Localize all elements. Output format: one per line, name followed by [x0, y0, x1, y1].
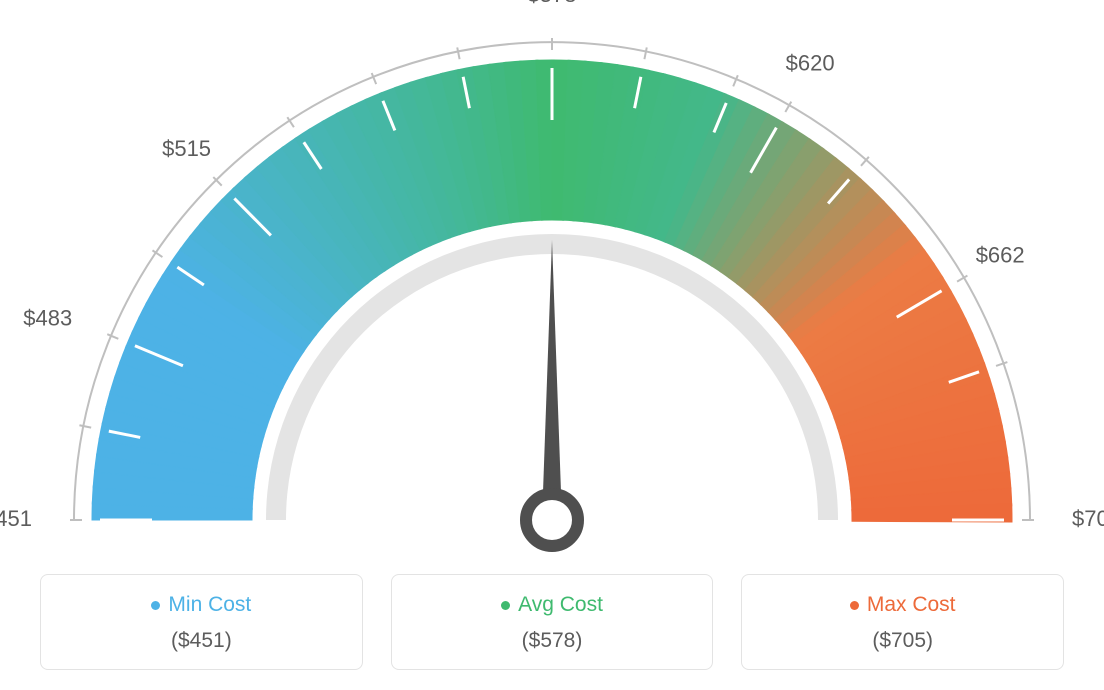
- outer-notch: [644, 47, 646, 59]
- legend-value: ($578): [402, 629, 703, 653]
- tick-label: $705: [1072, 506, 1104, 531]
- tick-label: $578: [528, 0, 577, 7]
- legend-value: ($451): [51, 629, 352, 653]
- legend-dot: [151, 601, 160, 610]
- outer-notch: [79, 425, 91, 427]
- legend-title-row: Avg Cost: [402, 593, 703, 617]
- gauge-hub: [526, 494, 578, 546]
- legend-label: Avg Cost: [518, 593, 603, 617]
- legend-card: Max Cost ($705): [741, 574, 1064, 670]
- legend-title-row: Max Cost: [752, 593, 1053, 617]
- legend-value: ($705): [752, 629, 1053, 653]
- gauge-svg: $451 $483 $515 $578 $620 $662 $705: [0, 0, 1104, 570]
- legend-card: Avg Cost ($578): [391, 574, 714, 670]
- tick-label: $662: [976, 242, 1025, 267]
- legend-dot: [850, 601, 859, 610]
- tick-label: $620: [786, 51, 835, 76]
- legend-row: Min Cost ($451) Avg Cost ($578) Max Cost ($70…: [0, 574, 1104, 670]
- cost-gauge: $451 $483 $515 $578 $620 $662 $705: [0, 0, 1104, 570]
- tick-label: $483: [23, 306, 72, 331]
- tick-label: $515: [162, 136, 211, 161]
- outer-notch: [372, 73, 376, 84]
- legend-label: Min Cost: [168, 593, 251, 617]
- outer-notch: [996, 362, 1007, 366]
- outer-notch: [733, 75, 738, 86]
- outer-notch: [457, 47, 459, 59]
- legend-title-row: Min Cost: [51, 593, 352, 617]
- legend-label: Max Cost: [867, 593, 956, 617]
- legend-card: Min Cost ($451): [40, 574, 363, 670]
- legend-dot: [501, 601, 510, 610]
- gauge-needle: [542, 240, 562, 520]
- tick-label: $451: [0, 506, 32, 531]
- outer-notch: [107, 334, 118, 339]
